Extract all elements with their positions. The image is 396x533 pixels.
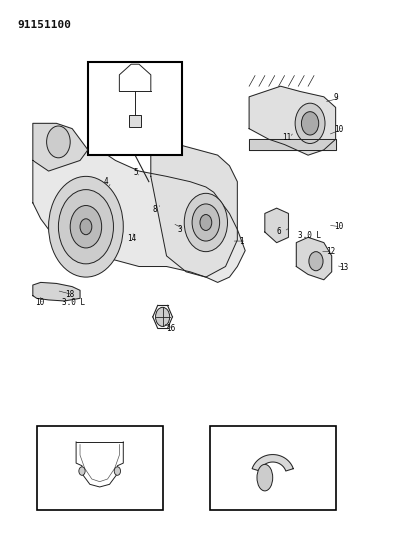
Ellipse shape — [257, 464, 273, 491]
Text: 3: 3 — [177, 225, 182, 234]
Polygon shape — [265, 208, 288, 243]
Text: 3: 3 — [112, 74, 116, 83]
Circle shape — [114, 467, 120, 475]
Text: 13: 13 — [339, 263, 348, 272]
Circle shape — [192, 204, 220, 241]
Circle shape — [58, 190, 114, 264]
Circle shape — [49, 176, 123, 277]
Text: 2: 2 — [86, 199, 91, 208]
Text: 15: 15 — [100, 226, 109, 235]
Text: 5: 5 — [133, 167, 138, 176]
Text: 10: 10 — [334, 125, 343, 134]
Circle shape — [301, 112, 319, 135]
Circle shape — [47, 126, 70, 158]
Polygon shape — [33, 123, 245, 282]
Text: 16: 16 — [167, 324, 176, 333]
Circle shape — [79, 467, 85, 475]
Text: 21: 21 — [80, 227, 89, 236]
Text: 14: 14 — [127, 234, 137, 243]
Bar — [88, 62, 182, 155]
Text: 20: 20 — [41, 476, 50, 485]
Polygon shape — [252, 455, 293, 471]
Circle shape — [309, 252, 323, 271]
Circle shape — [200, 215, 212, 230]
Polygon shape — [33, 123, 88, 171]
Circle shape — [295, 103, 325, 143]
Circle shape — [156, 308, 170, 326]
Text: 9: 9 — [334, 93, 338, 102]
Text: 17: 17 — [301, 484, 310, 494]
Text: 1: 1 — [239, 237, 244, 246]
Circle shape — [184, 193, 227, 252]
Text: 91151100: 91151100 — [17, 20, 71, 30]
Text: 10: 10 — [35, 298, 44, 307]
Circle shape — [80, 219, 92, 235]
Text: 8: 8 — [153, 205, 157, 214]
Polygon shape — [33, 282, 80, 301]
Text: 3.0 L: 3.0 L — [298, 231, 322, 240]
Polygon shape — [151, 139, 237, 277]
Text: 6: 6 — [277, 227, 281, 236]
Polygon shape — [296, 237, 332, 280]
Bar — [210, 425, 336, 511]
Text: 2.2  2.5 L ENGINE: 2.2 2.5 L ENGINE — [49, 499, 127, 508]
Text: 12: 12 — [326, 247, 335, 256]
Polygon shape — [249, 86, 336, 155]
Text: 11: 11 — [282, 133, 292, 142]
Text: 3.0 L ENGINE: 3.0 L ENGINE — [226, 431, 281, 440]
Text: 10: 10 — [334, 222, 343, 231]
Polygon shape — [249, 139, 336, 150]
Text: 19: 19 — [96, 432, 105, 441]
Bar — [129, 115, 141, 127]
Circle shape — [70, 206, 102, 248]
Text: 3.0 L: 3.0 L — [62, 298, 86, 307]
Bar — [37, 425, 163, 511]
Text: 18: 18 — [65, 290, 75, 299]
Text: 4: 4 — [104, 177, 108, 186]
Text: 8: 8 — [206, 221, 211, 230]
